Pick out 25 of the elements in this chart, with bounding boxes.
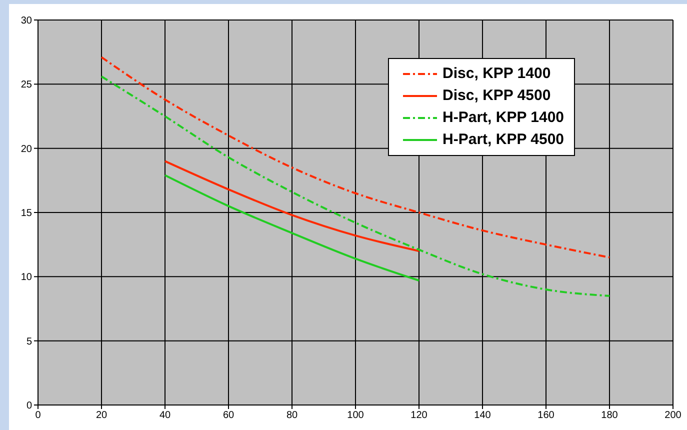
x-tick-label: 120 [410,410,428,422]
x-tick-label: 200 [664,410,682,422]
x-tick-label: 100 [347,410,364,422]
line-series [164,160,420,252]
x-tick-label: 80 [286,410,298,422]
line-series [164,174,420,282]
legend-label: H-Part, KPP 1400 [442,108,564,128]
legend-label: Disc, KPP 1400 [442,64,551,84]
y-tick-label: 20 [20,144,32,155]
y-tick-label: 25 [20,80,32,91]
x-tick-label: 0 [35,410,42,422]
x-tick-label: 20 [96,410,108,422]
x-tick-label: 40 [159,410,171,422]
line-series [100,56,610,258]
x-tick-label: 60 [222,410,234,422]
y-tick-label: 30 [20,16,32,27]
y-tick-label: 10 [20,272,32,284]
y-tick-label: 0 [26,400,32,412]
y-tick-label: 5 [26,336,32,348]
legend-label: Disc, KPP 4500 [442,86,551,106]
x-tick-label: 140 [474,410,492,422]
x-tick-label: 160 [538,410,555,422]
x-tick-label: 180 [601,410,618,422]
legend-label: H-Part, KPP 4500 [442,130,564,150]
y-tick-label: 15 [20,208,32,220]
